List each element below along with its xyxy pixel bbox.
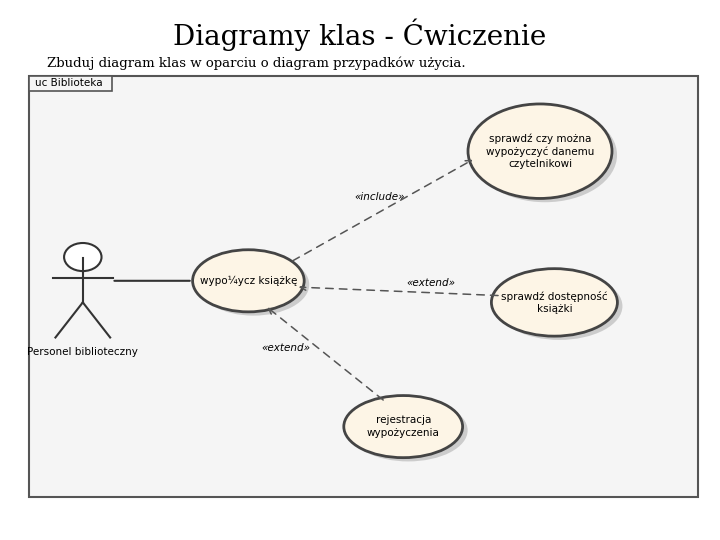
Circle shape bbox=[64, 243, 102, 271]
Ellipse shape bbox=[468, 104, 612, 198]
Text: «extend»: «extend» bbox=[261, 343, 310, 353]
Ellipse shape bbox=[192, 249, 304, 312]
Ellipse shape bbox=[497, 272, 623, 340]
Text: wypo¼ycz książkę: wypo¼ycz książkę bbox=[199, 276, 297, 286]
FancyBboxPatch shape bbox=[29, 76, 112, 91]
Ellipse shape bbox=[473, 108, 617, 202]
Text: Personel biblioteczny: Personel biblioteczny bbox=[27, 347, 138, 357]
Text: «include»: «include» bbox=[354, 192, 405, 202]
Ellipse shape bbox=[344, 395, 463, 458]
Text: Diagramy klas - Ćwiczenie: Diagramy klas - Ćwiczenie bbox=[174, 19, 546, 51]
Ellipse shape bbox=[349, 400, 468, 461]
Ellipse shape bbox=[491, 268, 618, 336]
Text: rejestracja
wypożyczenia: rejestracja wypożyczenia bbox=[366, 415, 440, 438]
Text: sprawdź dostępność
książki: sprawdź dostępność książki bbox=[501, 291, 608, 314]
FancyBboxPatch shape bbox=[29, 76, 698, 497]
Text: sprawdź czy można
wypożyczyć danemu
czytelnikowi: sprawdź czy można wypożyczyć danemu czyt… bbox=[486, 133, 594, 169]
Text: «extend»: «extend» bbox=[406, 278, 455, 288]
Ellipse shape bbox=[197, 254, 310, 315]
Text: Zbuduj diagram klas w oparciu o diagram przypadków użycia.: Zbuduj diagram klas w oparciu o diagram … bbox=[47, 57, 465, 70]
Text: uc Biblioteka: uc Biblioteka bbox=[35, 78, 102, 88]
